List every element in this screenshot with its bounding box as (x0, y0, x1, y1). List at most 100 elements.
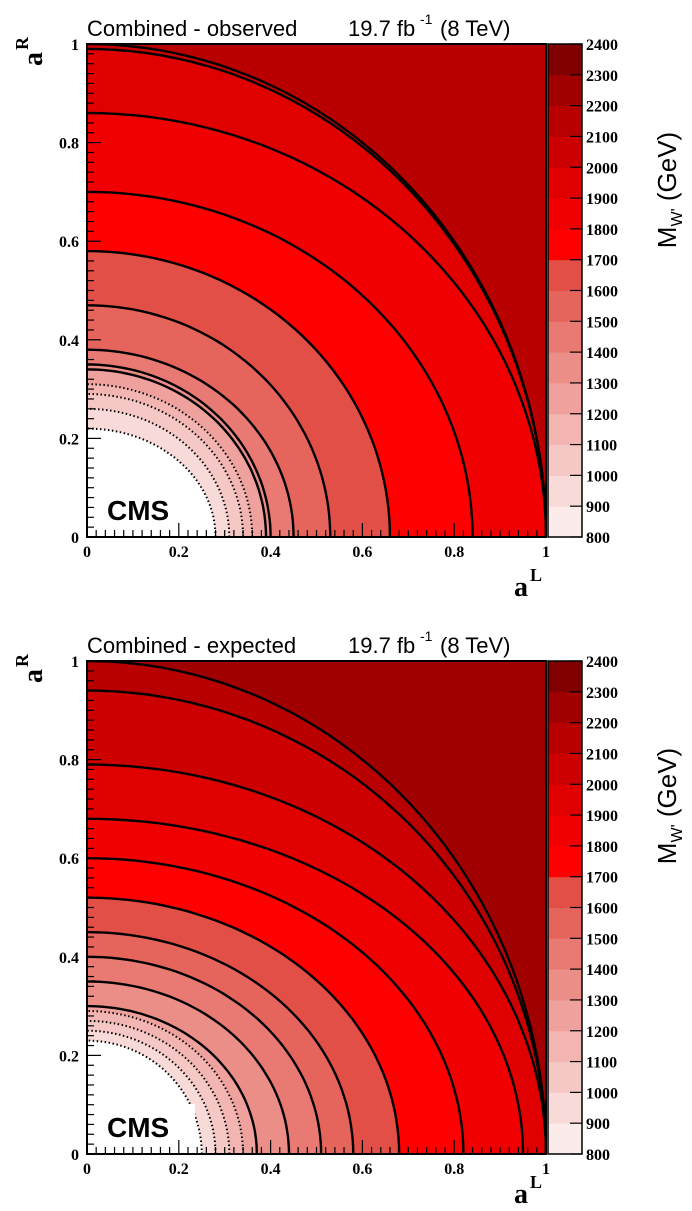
observed-cms-box (95, 487, 195, 529)
observed-x-title-base: a (514, 572, 528, 603)
contour-line-1000 (87, 1029, 217, 1154)
colorbar-segment-2200 (548, 691, 582, 724)
contour-line-1500 (87, 955, 323, 1154)
z-tick-label: 2200 (586, 716, 618, 733)
observed-colorbar-ticks: 800 900 1000 1100 1200 1300 1400 1500 1600 1700 18… (570, 37, 618, 547)
contour-line-1300 (87, 368, 268, 537)
observed-title: Combined - observed (87, 16, 297, 41)
colorbar-segment-2000 (548, 753, 582, 785)
observed-plot-area (86, 43, 547, 538)
observed-x-title-super: L (530, 565, 542, 585)
x-tick-label: 0 (83, 544, 91, 561)
y-tick-label: 0.6 (59, 851, 79, 868)
y-tick-label: 0.4 (59, 950, 79, 967)
observed-filled-contours (87, 44, 546, 537)
x-tick-label: 0.2 (169, 1161, 189, 1178)
z-tick-label: 1100 (586, 438, 617, 455)
z-tick-label: 1300 (586, 376, 618, 393)
contour-line-2000 (87, 763, 546, 1154)
z-tick-label: 2400 (586, 37, 618, 54)
colorbar-segment-1800 (548, 815, 582, 847)
z-tick-label: 1800 (586, 839, 618, 856)
x-tick-label: 0.6 (352, 544, 372, 561)
x-tick-label: 0 (83, 1161, 91, 1178)
contour-line-1800 (87, 857, 465, 1154)
expected-filled-contours (87, 661, 546, 1154)
expected-cms-box (95, 1104, 195, 1146)
observed-x-axis-title: a L (514, 565, 542, 603)
colorbar-segment-2300 (548, 44, 582, 76)
colorbar-segment-1400 (548, 938, 582, 970)
z-tick-label: 2100 (586, 746, 618, 763)
colorbar-segment-1600 (548, 876, 582, 908)
y-tick-label: 0 (71, 1147, 79, 1164)
colorbar-segment-1400 (548, 321, 582, 353)
expected-plot-area (86, 660, 547, 1155)
z-tick-label: 1600 (586, 284, 618, 301)
contour-line-1900 (87, 111, 546, 537)
contour-line-1900 (87, 817, 525, 1154)
observed-contour-lines (87, 44, 546, 537)
expected-colorbar-title: MW' (GeV) (652, 748, 686, 864)
x-tick-label: 0.4 (261, 544, 281, 561)
z-tick-label: 1500 (586, 314, 618, 331)
contour-line-2100 (87, 689, 546, 1154)
x-tick-label: 1 (542, 1161, 550, 1178)
z-tick-label: 1900 (586, 191, 618, 208)
y-tick-label: 1 (71, 654, 79, 671)
observed-cms-label: CMS (107, 495, 169, 526)
colorbar-segment-1500 (548, 290, 582, 322)
z-tick-label: 2000 (586, 777, 618, 794)
z-tick-label: 1300 (586, 993, 618, 1010)
colorbar-segment-900 (548, 1092, 582, 1124)
y-tick-label: 0.6 (59, 234, 79, 251)
colorbar-segment-1300 (548, 969, 582, 1001)
contour-line-1300 (87, 1004, 258, 1154)
expected-energy: (8 TeV) (440, 633, 511, 658)
colorbar-segment-800 (548, 506, 582, 538)
x-tick-label: 0.6 (352, 1161, 372, 1178)
observed-y-title-base: a (18, 52, 49, 66)
expected-cms-label: CMS (107, 1112, 169, 1143)
z-tick-label: 1100 (586, 1055, 617, 1072)
y-tick-label: 1 (71, 37, 79, 54)
y-tick-label: 0.2 (59, 1048, 79, 1065)
expected-x-axis: 0 0.2 0.4 0.6 0.8 1 (83, 1140, 550, 1178)
z-tick-label: 2300 (586, 68, 618, 85)
contour-line-1600 (87, 930, 355, 1154)
expected-y-title-base: a (18, 669, 49, 683)
colorbar-segment-2000 (548, 136, 582, 168)
expected-y-axis-title: a R (12, 653, 49, 683)
contour-line-1800 (87, 190, 474, 537)
expected-x-title-super: L (530, 1172, 542, 1192)
expected-colorbar (547, 660, 583, 1155)
colorbar-segment-1100 (548, 1030, 582, 1063)
colorbar-segment-1000 (548, 1061, 582, 1093)
colorbar-segment-2200 (548, 74, 582, 107)
contour-line-2100 (87, 44, 546, 537)
observed-colorbar-title: MW' (GeV) (652, 132, 686, 248)
colorbar-segment-1000 (548, 444, 582, 476)
colorbar-segment-900 (548, 475, 582, 507)
colorbar-segment-1900 (548, 167, 582, 199)
z-tick-label: 1700 (586, 870, 618, 887)
z-tick-label: 1000 (586, 468, 618, 485)
expected-colorbar-ticks: 800 900 1000 1100 1200 1300 1400 1500 1600 1700 18… (570, 654, 618, 1164)
expected-contour-lines (87, 661, 546, 1154)
colorbar-segment-1600 (548, 259, 582, 291)
y-tick-label: 0.8 (59, 136, 79, 153)
colorbar-segment-2100 (548, 105, 582, 137)
contour-line-1200 (87, 383, 254, 537)
z-tick-label: 1900 (586, 808, 618, 825)
observed-y-axis-title: a R (12, 36, 49, 66)
x-tick-label: 1 (542, 544, 550, 561)
z-tick-label: 900 (586, 499, 610, 516)
z-tick-label: 1700 (586, 253, 618, 270)
expected-title: Combined - expected (87, 633, 296, 658)
colorbar-segment-2300 (548, 661, 582, 693)
colorbar-segment-1700 (548, 228, 582, 261)
z-tick-label: 1200 (586, 407, 618, 424)
colorbar-segment-2100 (548, 722, 582, 754)
z-tick-label: 1600 (586, 901, 618, 918)
y-tick-label: 0.2 (59, 431, 79, 448)
